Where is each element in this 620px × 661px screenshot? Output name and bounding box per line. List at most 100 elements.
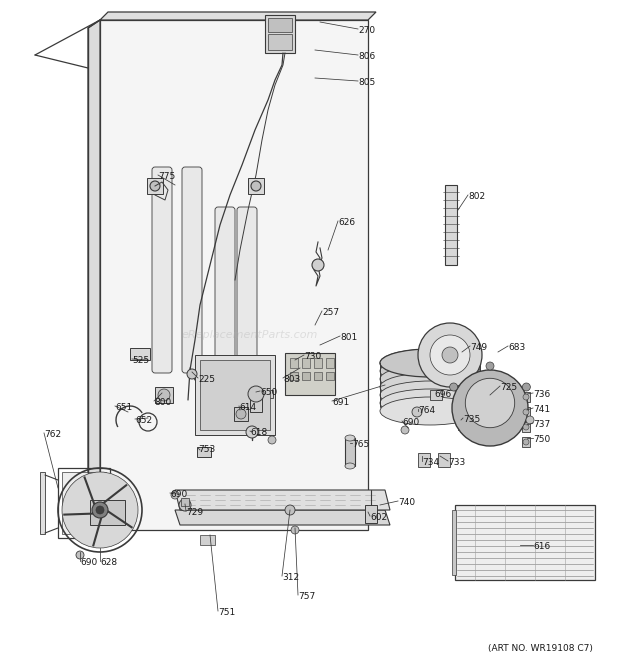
Circle shape bbox=[187, 369, 197, 379]
Bar bbox=[248, 178, 264, 194]
Circle shape bbox=[412, 407, 422, 417]
Circle shape bbox=[236, 409, 246, 419]
Text: 616: 616 bbox=[533, 542, 551, 551]
Bar bbox=[445, 185, 457, 265]
Circle shape bbox=[62, 472, 138, 548]
Text: 690: 690 bbox=[80, 558, 97, 567]
Text: 614: 614 bbox=[239, 403, 256, 412]
Circle shape bbox=[523, 394, 529, 400]
Bar bbox=[197, 447, 211, 457]
Bar bbox=[522, 422, 530, 432]
Text: 691: 691 bbox=[332, 398, 349, 407]
Text: 735: 735 bbox=[463, 415, 480, 424]
Text: 650: 650 bbox=[260, 388, 277, 397]
Text: 803: 803 bbox=[283, 375, 300, 384]
Ellipse shape bbox=[380, 397, 480, 425]
Circle shape bbox=[179, 499, 191, 511]
Bar bbox=[522, 437, 530, 447]
Bar bbox=[250, 394, 262, 412]
Circle shape bbox=[523, 439, 529, 445]
Bar bbox=[268, 18, 292, 32]
Text: 626: 626 bbox=[338, 218, 355, 227]
Text: 652: 652 bbox=[135, 416, 152, 425]
Bar bbox=[58, 468, 110, 538]
Text: 775: 775 bbox=[158, 172, 175, 181]
Circle shape bbox=[442, 347, 458, 363]
Polygon shape bbox=[175, 510, 390, 525]
Text: 725: 725 bbox=[500, 383, 517, 392]
Text: 733: 733 bbox=[448, 458, 465, 467]
Text: 312: 312 bbox=[282, 573, 299, 582]
Text: 651: 651 bbox=[115, 403, 132, 412]
Circle shape bbox=[171, 491, 179, 499]
Bar bbox=[155, 390, 173, 398]
Text: 764: 764 bbox=[418, 406, 435, 415]
Bar bbox=[268, 34, 292, 50]
Bar bbox=[455, 505, 595, 580]
Circle shape bbox=[285, 505, 295, 515]
Text: 740: 740 bbox=[398, 498, 415, 507]
Text: 628: 628 bbox=[100, 558, 117, 567]
Bar bbox=[418, 453, 430, 467]
Polygon shape bbox=[100, 12, 376, 20]
Text: 800: 800 bbox=[154, 398, 171, 407]
Text: 806: 806 bbox=[358, 52, 375, 61]
Text: 696: 696 bbox=[434, 390, 451, 399]
Bar bbox=[285, 353, 335, 395]
Circle shape bbox=[523, 409, 529, 415]
Circle shape bbox=[526, 416, 534, 424]
Bar bbox=[522, 392, 530, 402]
Circle shape bbox=[450, 383, 458, 391]
Bar bbox=[302, 358, 310, 368]
Bar bbox=[430, 390, 442, 400]
Bar bbox=[326, 372, 334, 380]
Text: 765: 765 bbox=[352, 440, 370, 449]
Bar bbox=[302, 372, 310, 380]
Text: 801: 801 bbox=[340, 333, 357, 342]
Ellipse shape bbox=[380, 357, 480, 385]
Circle shape bbox=[251, 181, 261, 191]
Bar bbox=[181, 498, 189, 506]
Text: 690: 690 bbox=[170, 490, 187, 499]
Circle shape bbox=[76, 551, 84, 559]
Text: 736: 736 bbox=[533, 390, 551, 399]
Bar bbox=[147, 178, 163, 194]
Bar bbox=[234, 407, 248, 421]
Bar bbox=[62, 472, 106, 534]
Circle shape bbox=[158, 389, 170, 401]
Bar bbox=[200, 360, 270, 430]
Text: 257: 257 bbox=[322, 308, 339, 317]
Bar bbox=[255, 390, 273, 398]
Text: 751: 751 bbox=[218, 608, 235, 617]
Ellipse shape bbox=[345, 435, 355, 441]
Bar bbox=[452, 510, 456, 575]
Bar bbox=[155, 387, 173, 403]
Polygon shape bbox=[88, 20, 100, 542]
Text: 750: 750 bbox=[533, 435, 551, 444]
Bar bbox=[195, 355, 275, 435]
Text: 525: 525 bbox=[132, 356, 149, 365]
FancyBboxPatch shape bbox=[152, 167, 172, 373]
Text: 762: 762 bbox=[44, 430, 61, 439]
Text: 737: 737 bbox=[533, 420, 551, 429]
Text: 730: 730 bbox=[304, 352, 321, 361]
Text: 749: 749 bbox=[470, 343, 487, 352]
Ellipse shape bbox=[380, 373, 480, 401]
Bar bbox=[438, 453, 450, 467]
Circle shape bbox=[418, 323, 482, 387]
Circle shape bbox=[246, 426, 258, 438]
Bar bbox=[314, 372, 322, 380]
Text: 753: 753 bbox=[198, 445, 215, 454]
Circle shape bbox=[291, 526, 299, 534]
Bar bbox=[290, 372, 298, 380]
Circle shape bbox=[268, 436, 276, 444]
Bar bbox=[290, 358, 298, 368]
Circle shape bbox=[465, 378, 515, 428]
Text: 690: 690 bbox=[402, 418, 419, 427]
Bar bbox=[326, 358, 334, 368]
Text: 683: 683 bbox=[508, 343, 525, 352]
Text: 618: 618 bbox=[250, 428, 267, 437]
FancyBboxPatch shape bbox=[182, 167, 202, 373]
Text: 729: 729 bbox=[186, 508, 203, 517]
Bar bbox=[90, 500, 125, 525]
